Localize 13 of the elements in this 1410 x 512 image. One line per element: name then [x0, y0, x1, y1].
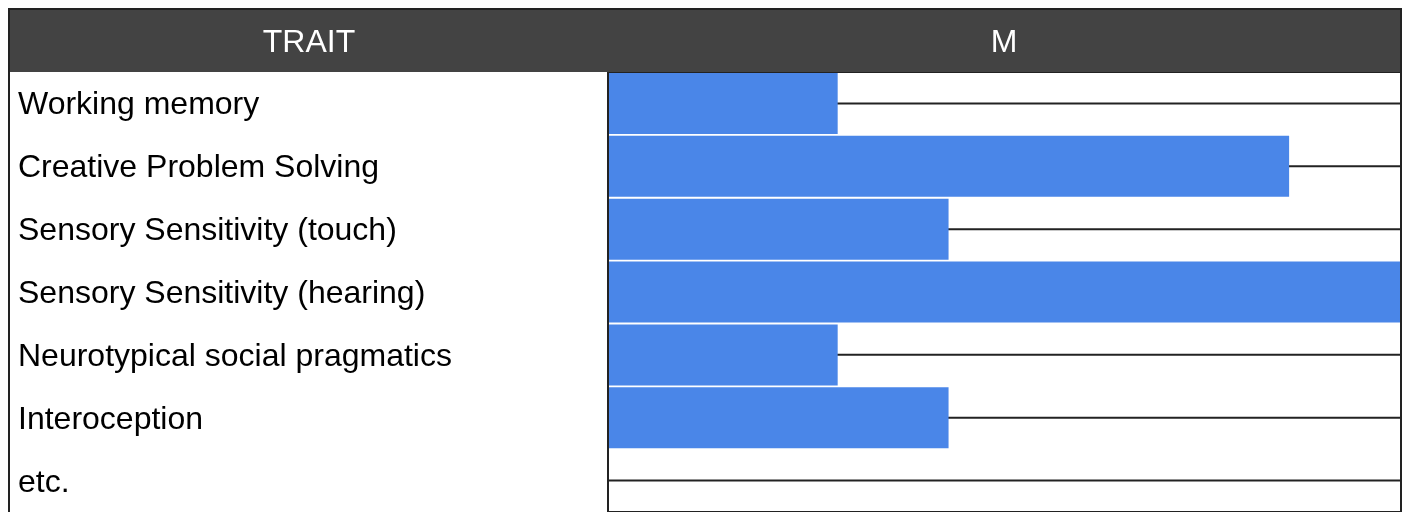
y-tick-label: Interoception [18, 399, 204, 436]
bar [608, 135, 1290, 197]
y-tick-label: Neurotypical social pragmatics [18, 336, 452, 373]
bar [608, 198, 949, 260]
x-axis-title: M [989, 22, 1019, 60]
y-tick-label: Working memory [18, 85, 260, 122]
y-tick-label: Sensory Sensitivity (touch) [18, 211, 397, 248]
y-tick-label: etc. [18, 462, 70, 499]
bar [608, 73, 838, 134]
bar [608, 387, 949, 449]
y-tick-label: Sensory Sensitivity (hearing) [18, 274, 426, 310]
y-tick-label: Creative Problem Solving [18, 148, 380, 185]
y-axis-title: TRAIT [261, 22, 357, 60]
